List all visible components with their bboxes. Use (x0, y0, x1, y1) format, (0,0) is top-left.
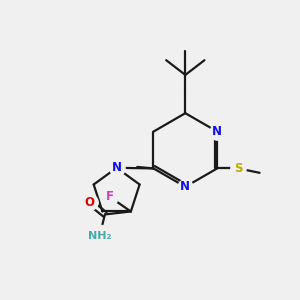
Text: O: O (85, 196, 94, 208)
Text: N: N (212, 125, 222, 138)
Text: N: N (112, 161, 122, 174)
Text: NH₂: NH₂ (88, 231, 111, 241)
Text: N: N (180, 180, 190, 193)
Text: S: S (234, 162, 243, 175)
Text: F: F (106, 190, 114, 203)
